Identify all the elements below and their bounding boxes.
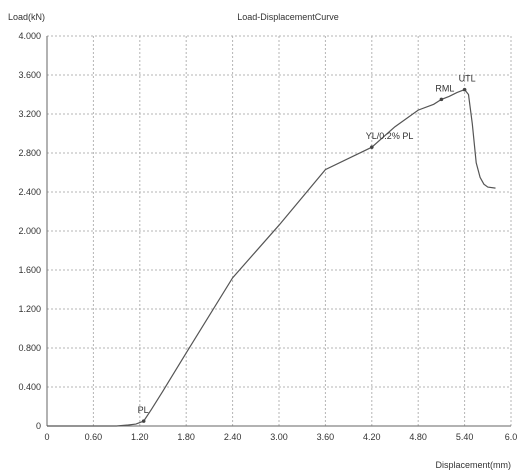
x-tick-label: 4.20: [363, 432, 381, 442]
axes: [46, 36, 511, 427]
y-tick-label: 3.200: [18, 109, 41, 119]
x-tick-label: 2.40: [224, 432, 242, 442]
x-tick-labels: 0 0.60 1.20 1.80 2.40 3.00 3.60 4.20 4.80 5.40 6.0: [44, 432, 517, 442]
y-tick-label: 3.600: [18, 70, 41, 80]
x-tick-label: 0.60: [85, 432, 103, 442]
y-tick-labels: 0 0.400 0.800 1.200 1.600 2.000 2.400 2.800 3.20…: [18, 31, 41, 431]
annotation-label: RML: [435, 83, 454, 93]
y-tick-label: 1.600: [18, 265, 41, 275]
y-tick-label: 2.000: [18, 226, 41, 236]
series-group: [47, 88, 496, 427]
chart-title: Load-DisplacementCurve: [237, 12, 339, 22]
grid: [47, 35, 512, 426]
annotation-marker: [462, 87, 467, 92]
y-tick-label: 4.000: [18, 31, 41, 41]
x-axis-label: Displacement(mm): [435, 460, 511, 470]
y-tick-label: 0.800: [18, 343, 41, 353]
annotation-marker: [439, 97, 444, 102]
x-tick-label: 3.00: [270, 432, 288, 442]
y-tick-label: 0: [36, 421, 41, 431]
x-tick-label: 4.80: [409, 432, 427, 442]
x-tick-label: 3.60: [317, 432, 335, 442]
x-tick-label: 1.80: [177, 432, 195, 442]
annotation-label: YL/0.2% PL: [366, 131, 414, 141]
x-tick-label: 5.40: [456, 432, 474, 442]
annotations: PL YL/0.2% PL RML UTL: [138, 74, 476, 423]
y-tick-label: 1.200: [18, 304, 41, 314]
x-tick-label: 1.20: [131, 432, 149, 442]
annotation-marker: [370, 145, 374, 149]
annotation-label: PL: [138, 405, 149, 415]
y-tick-label: 2.400: [18, 187, 41, 197]
annotation-label: UTL: [459, 74, 476, 84]
y-axis-label: Load(kN): [8, 12, 45, 22]
y-tick-label: 0.400: [18, 382, 41, 392]
series-line: [47, 88, 496, 427]
x-tick-label: 0: [44, 432, 49, 442]
annotation-marker: [141, 419, 146, 423]
y-tick-label: 2.800: [18, 148, 41, 158]
x-tick-label: 6.0: [505, 432, 518, 442]
